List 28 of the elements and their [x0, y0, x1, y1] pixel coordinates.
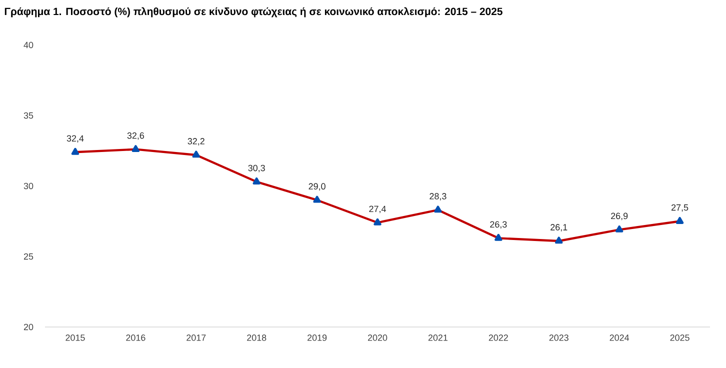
data-label: 27,4 [369, 206, 386, 214]
x-tick-label: 2021 [428, 334, 448, 341]
y-tick-label: 40 [24, 42, 34, 48]
x-tick-label: 2019 [308, 334, 327, 341]
data-label: 28,3 [430, 193, 446, 200]
data-label: 26,9 [611, 212, 628, 220]
x-tick-label: 2025 [670, 334, 690, 341]
x-tick-label: 2016 [126, 334, 146, 341]
x-tick-label: 2017 [186, 334, 206, 341]
data-label: 30,3 [248, 164, 265, 172]
y-tick-label: 30 [24, 182, 34, 190]
y-tick-label: 35 [24, 112, 34, 119]
x-tick-label: 2018 [247, 334, 266, 341]
x-tick-label: 2015 [66, 334, 85, 341]
chart-title: Γράφημα 1. Ποσοστό (%) πληθυσμού σε κίνδυνο φτώχειας ή σε κοινωνικό αποκλεισμό: 2015 – 2025 [4, 7, 502, 18]
x-tick-label: 2023 [549, 334, 568, 341]
y-tick-label: 20 [24, 324, 34, 330]
data-label: 29,0 [308, 183, 326, 191]
data-label: 26,1 [550, 224, 568, 232]
x-tick-label: 2020 [368, 334, 388, 341]
data-label: 27,5 [672, 204, 688, 212]
data-label: 26,3 [490, 221, 507, 229]
x-tick-label: 2022 [488, 334, 508, 341]
data-label: 32,4 [66, 135, 84, 143]
y-tick-label: 25 [24, 253, 34, 260]
data-label: 32,6 [127, 132, 144, 140]
x-tick-label: 2024 [610, 334, 630, 341]
data-label: 32,2 [188, 138, 204, 146]
